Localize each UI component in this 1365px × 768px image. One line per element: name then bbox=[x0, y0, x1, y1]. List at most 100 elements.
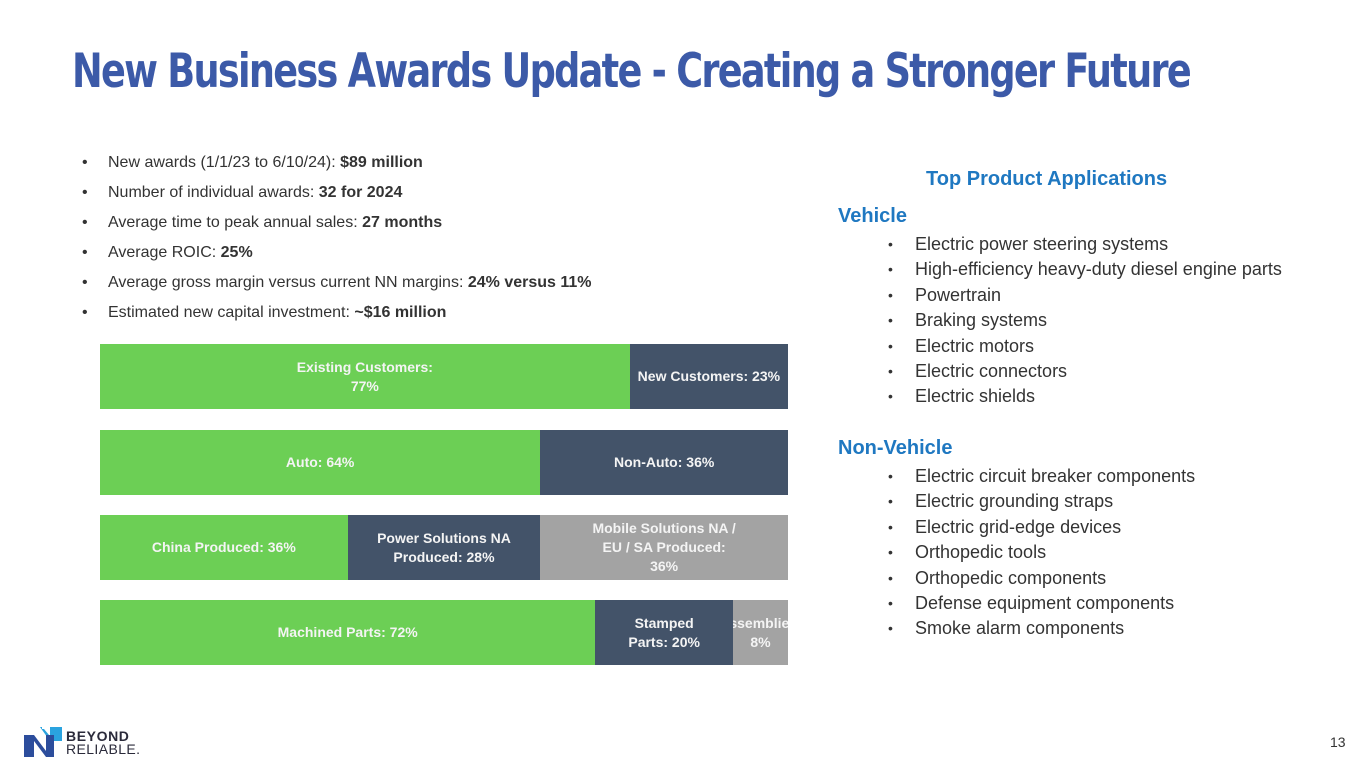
application-item-label: Electric motors bbox=[915, 335, 1035, 356]
bar-segment: Existing Customers: 77% bbox=[100, 344, 630, 409]
application-item: • Electric shields bbox=[888, 384, 1282, 409]
bullet-icon: • bbox=[888, 569, 893, 586]
bullet-icon: • bbox=[82, 184, 88, 201]
application-item: • Electric connectors bbox=[888, 359, 1282, 384]
bullet-icon: • bbox=[82, 214, 88, 231]
application-item-label: Electric circuit breaker components bbox=[915, 466, 1196, 486]
application-item: • Braking systems bbox=[888, 308, 1282, 333]
bullet-icon: • bbox=[888, 620, 893, 637]
bar-segment-label: Auto: 64% bbox=[285, 454, 355, 470]
application-item: • Defense equipment components bbox=[888, 591, 1195, 616]
bar-row-customers: Existing Customers: 77% New Customers: 23… bbox=[100, 344, 788, 409]
bar-segment: Machined Parts: 72% bbox=[100, 600, 596, 665]
summary-bullet: • Estimated new capital investment: ~$16 … bbox=[82, 298, 592, 328]
bar-segment: Auto: 64% bbox=[100, 430, 541, 495]
logo-text-reliable: RELIABLE. bbox=[66, 741, 141, 757]
bar-segment: Mobile Solutions NA / EU / SA Produced: … bbox=[540, 515, 788, 580]
bullet-text: Average gross margin versus current NN m… bbox=[108, 274, 468, 291]
bullet-text: Estimated new capital investment: bbox=[108, 304, 355, 321]
bullet-icon: • bbox=[888, 544, 893, 561]
application-item-label: Braking systems bbox=[915, 310, 1048, 331]
bar-row-product-type: Machined Parts: 72% Stamped Parts: 20% Ass… bbox=[100, 600, 788, 665]
bar-segment-label: Assemblies: 8% bbox=[732, 614, 788, 650]
application-item-label: Electric power steering systems bbox=[915, 234, 1169, 254]
bullet-value: 27 months bbox=[362, 214, 443, 231]
page-number: 13 bbox=[1330, 734, 1346, 750]
bullet-icon: • bbox=[888, 493, 893, 510]
bar-segment-label: Non-Auto: 36% bbox=[613, 454, 715, 470]
slide-title: New Business Awards Update - Creating a … bbox=[72, 44, 1192, 99]
summary-bullet-list: • New awards (1/1/23 to 6/10/24): $89 mil… bbox=[82, 148, 592, 328]
application-item: • Smoke alarm components bbox=[888, 616, 1195, 641]
bar-segment: China Produced: 36% bbox=[100, 515, 348, 580]
bullet-text: Number of individual awards: bbox=[108, 184, 319, 201]
bullet-text: Average ROIC: bbox=[108, 244, 221, 261]
application-item: • Electric motors bbox=[888, 334, 1282, 359]
application-item-label: Powertrain bbox=[915, 284, 1002, 305]
bar-segment: Non-Auto: 36% bbox=[540, 430, 788, 495]
bullet-text: Average time to peak annual sales: bbox=[108, 214, 363, 231]
bar-segment: New Customers: 23% bbox=[629, 344, 788, 409]
application-item-label: Defense equipment components bbox=[915, 593, 1175, 614]
application-item-label: Electric shields bbox=[915, 386, 1036, 407]
bar-segment: Assemblies: 8% bbox=[732, 600, 788, 665]
stacked-bar-chart: Existing Customers: 77% New Customers: 23… bbox=[100, 344, 788, 666]
application-item-label: Electric connectors bbox=[915, 361, 1068, 382]
application-item-label: High-efficiency heavy-duty diesel engine… bbox=[915, 259, 1282, 280]
bar-segment-label: New Customers: 23% bbox=[637, 368, 781, 384]
non-vehicle-list: • Electric circuit breaker components • Ele… bbox=[888, 464, 1195, 642]
bullet-icon: • bbox=[888, 236, 893, 252]
summary-bullet: • Average ROIC: 25% bbox=[82, 238, 592, 268]
bullet-icon: • bbox=[888, 388, 893, 405]
bullet-icon: • bbox=[888, 518, 893, 535]
application-item-label: Electric grid-edge devices bbox=[915, 516, 1122, 537]
bar-segment-label: Machined Parts: 72% bbox=[277, 624, 418, 640]
bullet-value: ~$16 million bbox=[354, 304, 447, 321]
application-item: • Powertrain bbox=[888, 283, 1282, 308]
summary-bullet: • Average gross margin versus current NN … bbox=[82, 268, 592, 298]
bullet-icon: • bbox=[82, 244, 88, 261]
application-item: • Orthopedic components bbox=[888, 566, 1195, 591]
bullet-icon: • bbox=[888, 261, 893, 278]
application-item: • Orthopedic tools bbox=[888, 540, 1195, 565]
bullet-value: $89 million bbox=[340, 154, 423, 171]
nn-logo-icon bbox=[24, 727, 62, 757]
bullet-icon: • bbox=[82, 154, 88, 171]
bullet-icon: • bbox=[888, 595, 893, 612]
bullet-icon: • bbox=[888, 363, 893, 380]
bullet-value: 24% versus 11% bbox=[467, 274, 592, 291]
bullet-icon: • bbox=[888, 286, 893, 303]
company-logo: BEYOND RELIABLE. bbox=[24, 727, 164, 757]
application-item: • Electric grid-edge devices bbox=[888, 515, 1195, 540]
bullet-icon: • bbox=[82, 274, 88, 291]
application-item: • Electric circuit breaker components bbox=[888, 464, 1195, 489]
applications-title: Top Product Applications bbox=[926, 168, 1168, 190]
logo-text-beyond: BEYOND bbox=[66, 728, 130, 744]
bar-segment-label: Existing Customers: 77% bbox=[296, 358, 433, 394]
summary-bullet: • Number of individual awards: 32 for 202… bbox=[82, 178, 592, 208]
bar-row-production: China Produced: 36% Power Solutions NA Pr… bbox=[100, 515, 788, 580]
application-item-label: Orthopedic tools bbox=[915, 542, 1047, 563]
bullet-icon: • bbox=[888, 312, 893, 329]
bar-segment-label: Mobile Solutions NA / EU / SA Produced: … bbox=[592, 520, 736, 574]
vehicle-heading: Vehicle bbox=[838, 205, 907, 227]
bullet-icon: • bbox=[82, 304, 88, 321]
application-item-label: Orthopedic components bbox=[915, 567, 1107, 588]
summary-bullet: • Average time to peak annual sales: 27 m… bbox=[82, 208, 592, 238]
bullet-text: New awards (1/1/23 to 6/10/24): bbox=[108, 154, 341, 171]
vehicle-list: • Electric power steering systems • High-ef… bbox=[888, 232, 1282, 410]
summary-bullet: • New awards (1/1/23 to 6/10/24): $89 mil… bbox=[82, 148, 592, 178]
application-item-label: Electric grounding straps bbox=[915, 491, 1114, 512]
bar-segment: Power Solutions NA Produced: 28% bbox=[347, 515, 541, 580]
non-vehicle-heading: Non-Vehicle bbox=[838, 437, 953, 459]
bullet-value: 25% bbox=[220, 244, 253, 261]
application-item: • High-efficiency heavy-duty diesel engin… bbox=[888, 257, 1282, 282]
bullet-icon: • bbox=[888, 468, 893, 484]
bullet-icon: • bbox=[888, 337, 893, 354]
bar-segment-label: Power Solutions NA Produced: 28% bbox=[377, 529, 511, 565]
bar-segment: Stamped Parts: 20% bbox=[595, 600, 733, 665]
bullet-value: 32 for 2024 bbox=[318, 184, 403, 201]
application-item: • Electric power steering systems bbox=[888, 232, 1282, 257]
bar-segment-label: Stamped Parts: 20% bbox=[628, 614, 700, 650]
application-item: • Electric grounding straps bbox=[888, 489, 1195, 514]
